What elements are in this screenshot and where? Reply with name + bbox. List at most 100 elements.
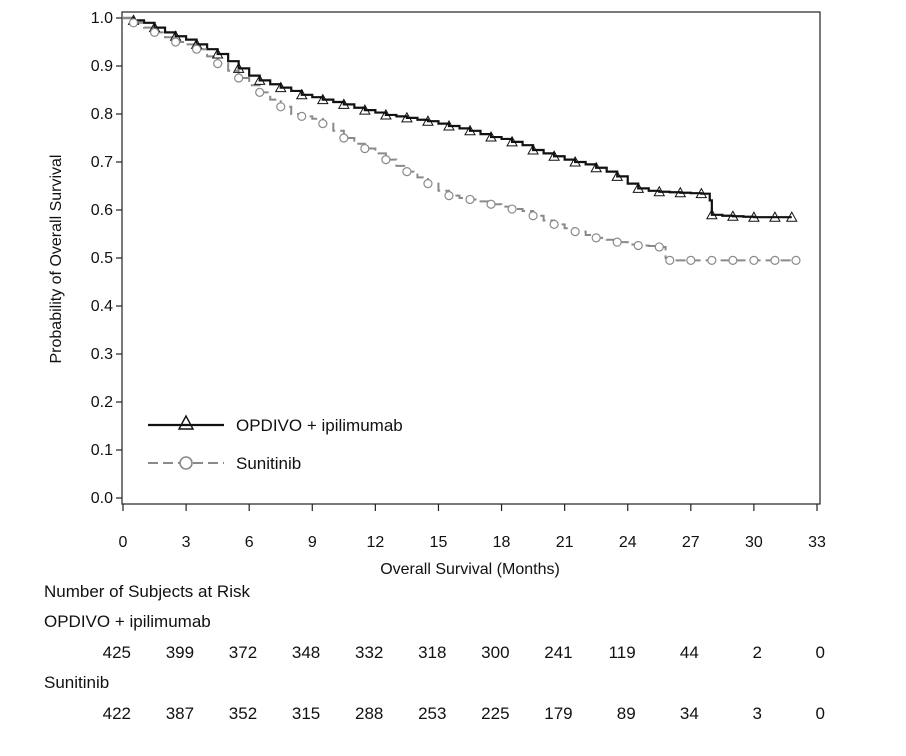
risk-value: 119: [609, 643, 636, 662]
risk-row-opdivo: 425 399 372 348 332 318 300 241 119 44 2 0: [103, 643, 825, 662]
legend: OPDIVO + ipilimumab Sunitinib: [148, 414, 403, 473]
x-tick-label: 18: [493, 534, 511, 551]
opdivo-censor-marker: [316, 93, 329, 105]
risk-value: 387: [166, 704, 194, 723]
opdivo-censor-marker: [695, 187, 708, 199]
y-tick-label: 0.8: [91, 106, 113, 123]
sunitinib-censor-marker: [591, 233, 601, 243]
x-tick-label: 12: [366, 534, 384, 551]
sunitinib-censor-marker: [686, 255, 696, 265]
risk-table-title: Number of Subjects at Risk: [44, 582, 250, 601]
x-tick-label: 15: [430, 534, 448, 551]
opdivo-censor-marker: [295, 88, 308, 100]
risk-value: 3: [752, 704, 761, 723]
legend-entry-opdivo: OPDIVO + ipilimumab: [148, 414, 403, 435]
risk-value: 300: [481, 643, 509, 662]
sunitinib-censor-marker: [791, 255, 801, 265]
opdivo-censor-marker: [727, 210, 739, 221]
risk-value: 332: [355, 643, 383, 662]
risk-value: 241: [544, 643, 572, 662]
censor-markers: [127, 14, 801, 265]
y-tick-label: 0.6: [91, 202, 113, 219]
opdivo-censor-marker: [769, 211, 781, 222]
x-tick-label: 6: [245, 534, 254, 551]
sunitinib-censor-marker: [570, 227, 580, 237]
risk-value: 352: [229, 704, 257, 723]
sunitinib-censor-marker: [728, 255, 738, 265]
risk-value: 288: [355, 704, 383, 723]
sunitinib-censor-marker: [507, 204, 517, 214]
y-tick-label: 0.9: [91, 58, 113, 75]
risk-value: 422: [103, 704, 131, 723]
sunitinib-censor-marker: [128, 18, 139, 28]
opdivo-censor-marker: [527, 143, 539, 155]
legend-label-sunitinib: Sunitinib: [236, 454, 301, 473]
legend-triangle-marker: [177, 414, 195, 430]
legend-circle-marker: [179, 456, 193, 470]
opdivo-censor-marker: [748, 211, 760, 222]
risk-value: 89: [617, 704, 636, 723]
sunitinib-censor-marker: [444, 191, 454, 201]
risk-value: 225: [481, 704, 509, 723]
y-tick-label: 0.2: [91, 394, 113, 411]
x-tick-label: 0: [119, 534, 128, 551]
sunitinib-censor-marker: [234, 73, 244, 83]
sunitinib-censor-marker: [149, 27, 160, 38]
opdivo-censor-marker: [674, 186, 687, 198]
opdivo-censor-marker: [422, 115, 434, 126]
risk-value: 34: [680, 704, 699, 723]
y-tick-label: 0.1: [91, 442, 113, 459]
risk-value: 0: [816, 704, 825, 723]
x-axis-title: Overall Survival (Months): [380, 561, 560, 578]
opdivo-censor-marker: [443, 119, 455, 131]
opdivo-censor-marker: [632, 182, 645, 193]
opdivo-censor-marker: [253, 74, 266, 85]
y-tick-label: 0.7: [91, 154, 113, 171]
x-axis-ticks: 0 3 6 9 12 15 18 21 24 27 30 33: [119, 504, 826, 551]
opdivo-censor-marker: [211, 47, 224, 59]
x-tick-label: 27: [682, 534, 700, 551]
sunitinib-censor-marker: [549, 219, 559, 229]
opdivo-censor-marker: [506, 135, 518, 147]
risk-value: 348: [292, 643, 320, 662]
x-tick-label: 21: [556, 534, 574, 551]
sunitinib-censor-marker: [213, 58, 223, 69]
sunitinib-censor-marker: [654, 242, 664, 252]
sunitinib-censor-marker: [423, 179, 433, 189]
y-tick-label: 1.0: [91, 10, 113, 27]
opdivo-censor-marker: [611, 170, 624, 181]
sunitinib-censor-marker: [770, 255, 780, 265]
x-tick-label: 24: [619, 534, 637, 551]
sunitinib-censor-marker: [339, 133, 349, 143]
x-tick-label: 9: [308, 534, 317, 551]
risk-value: 2: [752, 643, 761, 662]
x-tick-label: 30: [745, 534, 763, 551]
risk-value: 179: [544, 704, 572, 723]
opdivo-censor-marker: [358, 104, 371, 115]
sunitinib-censor-marker: [633, 240, 643, 251]
sunitinib-censor-marker: [170, 37, 181, 47]
risk-value: 44: [680, 643, 699, 662]
opdivo-censor-marker: [785, 211, 798, 222]
risk-row-label-sunitinib: Sunitinib: [44, 673, 109, 692]
y-tick-label: 0.4: [91, 298, 113, 315]
opdivo-censor-marker: [274, 81, 287, 93]
legend-entry-sunitinib: Sunitinib: [148, 454, 301, 473]
risk-row-label-opdivo: OPDIVO + ipilimumab: [44, 612, 211, 631]
sunitinib-censor-marker: [297, 111, 307, 122]
y-axis-ticks: 0.0 0.1 0.2 0.3 0.4 0.5 0.6 0.7 0.8 0.9 1.0: [91, 10, 122, 507]
risk-value: 0: [816, 643, 825, 662]
sunitinib-censor-marker: [402, 167, 412, 177]
risk-value: 318: [418, 643, 446, 662]
sunitinib-censor-marker: [465, 194, 475, 205]
y-tick-label: 0.5: [91, 250, 113, 267]
sunitinib-censor-marker: [612, 237, 622, 247]
opdivo-censor-marker: [485, 131, 497, 142]
legend-label-opdivo: OPDIVO + ipilimumab: [236, 416, 403, 435]
y-tick-label: 0.0: [91, 490, 113, 507]
sunitinib-censor-marker: [707, 255, 717, 265]
sunitinib-censor-marker: [192, 44, 202, 54]
opdivo-censor-marker: [464, 124, 476, 136]
y-axis-title: Probability of Overall Survival: [48, 155, 65, 364]
